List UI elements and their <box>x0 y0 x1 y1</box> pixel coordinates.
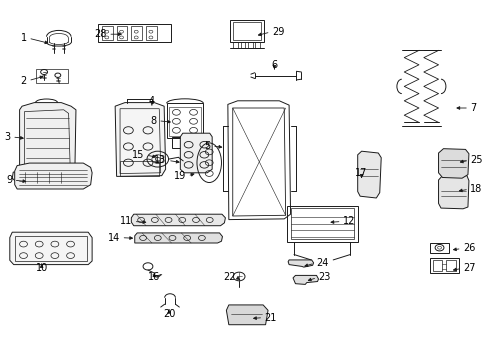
Text: 24: 24 <box>316 258 328 268</box>
Text: 8: 8 <box>151 116 157 126</box>
Bar <box>169 107 201 136</box>
Bar <box>291 208 354 239</box>
Text: 6: 6 <box>271 60 277 70</box>
Text: 17: 17 <box>355 168 368 178</box>
Text: 25: 25 <box>470 155 483 165</box>
Bar <box>117 26 127 40</box>
Text: 4: 4 <box>149 96 155 106</box>
Bar <box>233 22 261 40</box>
Text: 21: 21 <box>265 312 277 323</box>
Text: 5: 5 <box>204 141 211 151</box>
Bar <box>167 103 203 138</box>
Text: 3: 3 <box>5 132 11 142</box>
Bar <box>233 42 238 48</box>
Bar <box>131 26 142 40</box>
Text: 10: 10 <box>36 263 48 273</box>
Text: 7: 7 <box>470 103 477 113</box>
Text: 23: 23 <box>318 272 331 282</box>
Text: 26: 26 <box>463 243 475 253</box>
Text: 29: 29 <box>272 27 284 37</box>
Bar <box>102 26 113 40</box>
Polygon shape <box>358 151 381 198</box>
Text: 27: 27 <box>463 263 476 273</box>
Polygon shape <box>115 103 166 176</box>
Bar <box>146 26 157 40</box>
Text: 14: 14 <box>108 233 120 243</box>
Text: 2: 2 <box>21 76 27 86</box>
Bar <box>430 258 459 273</box>
Bar <box>241 42 245 48</box>
Polygon shape <box>20 103 76 173</box>
Bar <box>120 161 159 176</box>
Text: 16: 16 <box>148 272 161 282</box>
Polygon shape <box>15 163 92 189</box>
Bar <box>36 69 68 83</box>
Polygon shape <box>12 172 80 184</box>
Polygon shape <box>439 176 469 209</box>
Bar <box>98 24 171 42</box>
Bar <box>446 260 456 271</box>
Bar <box>433 260 442 271</box>
Text: 22: 22 <box>223 272 236 282</box>
Polygon shape <box>180 133 212 173</box>
Polygon shape <box>439 149 469 178</box>
Polygon shape <box>293 275 318 284</box>
Bar <box>172 137 198 148</box>
Polygon shape <box>226 305 268 325</box>
Bar <box>430 243 449 253</box>
Bar <box>287 206 358 242</box>
Text: 11: 11 <box>120 216 132 226</box>
Text: 13: 13 <box>154 155 167 165</box>
Text: 20: 20 <box>163 309 175 319</box>
Polygon shape <box>288 260 314 267</box>
Polygon shape <box>10 232 92 265</box>
Polygon shape <box>135 233 222 243</box>
Text: 28: 28 <box>95 29 107 39</box>
Text: 1: 1 <box>21 33 27 43</box>
Text: 12: 12 <box>343 216 355 226</box>
Text: 19: 19 <box>174 171 186 181</box>
Bar <box>230 20 264 42</box>
Bar <box>255 42 260 48</box>
Text: 15: 15 <box>132 150 145 160</box>
Text: 18: 18 <box>470 184 483 194</box>
Bar <box>248 42 253 48</box>
Text: 9: 9 <box>6 175 12 185</box>
Polygon shape <box>131 214 225 226</box>
